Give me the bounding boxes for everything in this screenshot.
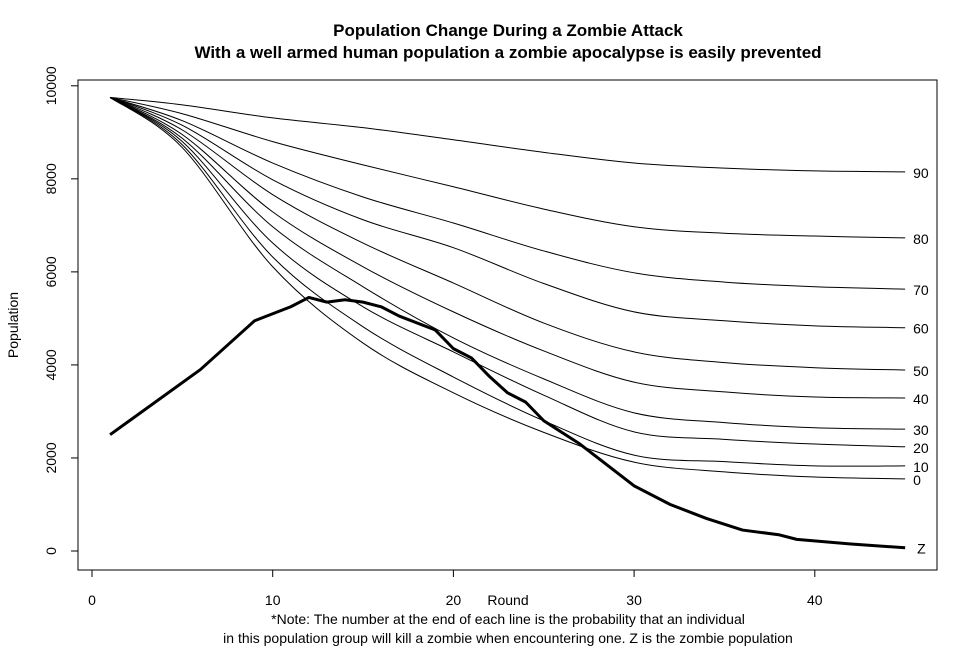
note-line-2: in this population group will kill a zom… [223, 630, 793, 646]
note-line-1: *Note: The number at the end of each lin… [271, 611, 745, 627]
series-line-40 [109, 96, 906, 399]
x-tick-label: 0 [88, 592, 96, 608]
series-end-label: 60 [913, 321, 929, 337]
series-end-label: 90 [913, 165, 929, 181]
y-axis: 0 2000 4000 6000 8000 10000 [43, 66, 79, 555]
series-end-label: 0 [913, 472, 921, 488]
chart-title: Population Change During a Zombie Attack [333, 21, 683, 40]
series-line-50 [109, 96, 906, 371]
series-line-0 [109, 97, 906, 480]
series-line-30 [109, 96, 906, 430]
series-line-20 [109, 97, 906, 448]
y-tick-label: 10000 [43, 66, 59, 105]
x-tick-label: 10 [265, 592, 281, 608]
series-line-60 [109, 96, 906, 329]
series-end-label: 50 [913, 363, 929, 379]
y-tick-label: 6000 [43, 256, 59, 287]
y-tick-label: 2000 [43, 442, 59, 473]
series-line-80 [109, 96, 906, 239]
series-end-label: 10 [913, 459, 929, 475]
y-tick-label: 0 [43, 547, 59, 555]
series-lines: 90 80 70 60 50 40 30 20 100 Z [109, 96, 929, 557]
chart-subtitle: With a well armed human population a zom… [194, 43, 821, 62]
series-line-70 [109, 96, 906, 290]
plot-box [77, 79, 938, 571]
series-line-90 [110, 96, 906, 173]
series-end-label: 40 [913, 391, 929, 407]
x-axis-label: Round [487, 592, 528, 608]
y-tick-label: 4000 [43, 349, 59, 380]
y-axis-label: Population [5, 292, 21, 358]
y-tick-label: 8000 [43, 163, 59, 194]
zombie-end-label: Z [917, 541, 926, 557]
x-tick-label: 40 [807, 592, 823, 608]
zombie-population-line [109, 295, 906, 550]
series-end-label: 30 [913, 422, 929, 438]
x-tick-label: 20 [446, 592, 462, 608]
series-end-label: 80 [913, 231, 929, 247]
series-end-label: 20 [913, 440, 929, 456]
series-end-label: 70 [913, 282, 929, 298]
x-axis: 0 10 20 30 40 [88, 569, 823, 608]
x-tick-label: 30 [626, 592, 642, 608]
series-line-10 [109, 97, 906, 467]
